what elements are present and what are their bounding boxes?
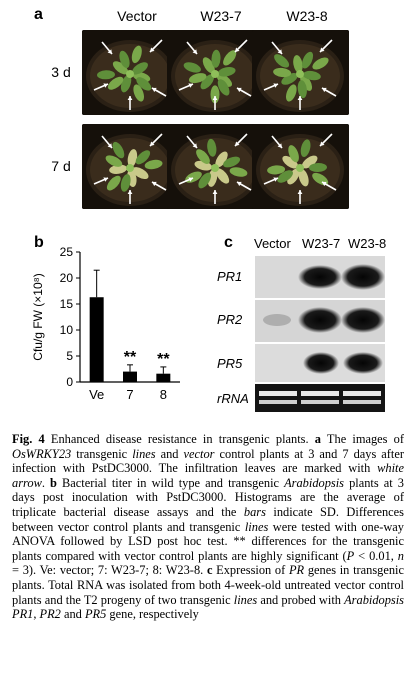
y-axis-label: Cfu/g FW (×10⁸) [31, 273, 45, 360]
caption-italic-term: n [397, 548, 404, 563]
caption-text: , [33, 607, 40, 622]
caption-gene-name: OsWRKY23 [12, 446, 72, 461]
plant-photo-w23-7-7d [167, 124, 264, 209]
caption-italic-term: white arrow [12, 461, 404, 490]
lane-label-w23-7: W23-7 [302, 236, 341, 251]
gene-label-pr2: PR2 [217, 312, 243, 327]
caption-text: and probed with [257, 592, 345, 607]
northern-blot-pr1 [255, 256, 385, 298]
row-label-3d: 3 d [51, 64, 71, 80]
caption-text: genes in transgenic plants. Total RNA wa… [12, 563, 404, 607]
caption-text: plants at 3 days post inoculation with P… [12, 475, 404, 519]
caption-text: = 3). Ve: vector; 7: W23-7; 8: W23-8. [12, 563, 207, 578]
y-tick-label: 10 [60, 323, 74, 337]
caption-panel-ref-a: a [314, 432, 321, 446]
x-tick-label: 7 [126, 387, 133, 402]
significance-mark: ** [124, 349, 137, 366]
plant-photo-w23-8-3d [252, 30, 349, 115]
caption-italic-term: P [346, 548, 355, 563]
y-tick-label: 0 [66, 375, 73, 389]
caption-text: indicate SD. Differences between vector … [12, 504, 404, 534]
caption-text: Enhanced disease resistance in transgeni… [44, 432, 315, 446]
panel-b-letter: b [34, 234, 44, 251]
column-label-vector: Vector [117, 8, 157, 24]
lane-label-w23-8: W23-8 [348, 236, 387, 251]
caption-text: Expression of [212, 563, 289, 578]
y-tick-label: 25 [60, 245, 74, 259]
caption-text: < 0.01, [354, 548, 398, 563]
gene-label-rrna: rRNA [217, 391, 249, 406]
caption-panel-ref-c: c [206, 563, 213, 578]
y-tick-label: 15 [60, 297, 74, 311]
plant-photo-vector-7d [82, 124, 179, 209]
figure-number: Fig. 4 [12, 432, 45, 446]
caption-italic-term: PR5 [84, 607, 107, 622]
bar-7 [123, 371, 137, 382]
plant-photo-w23-8-7d [252, 124, 349, 209]
caption-italic-term: Arabidopsis [284, 475, 344, 490]
row-label-7d: 7 d [51, 158, 71, 174]
plant-photo-vector-3d [82, 30, 179, 115]
column-label-w23-7: W23-7 [200, 8, 242, 24]
caption-text: Bacterial titer in wild type and transge… [56, 475, 285, 490]
figure-panel-a: a Vector W23-7 W23-8 3 d 7 d [0, 0, 412, 232]
caption-text: gene, respectively [106, 607, 199, 622]
caption-italic-term: PR [288, 563, 305, 578]
bar-8 [156, 373, 171, 382]
figure-caption: Fig. 4 Enhanced disease resistance in tr… [12, 432, 404, 622]
caption-text: . [41, 475, 51, 490]
caption-text: The images of [320, 432, 404, 446]
figure-panel-b: b 0 5 10 15 20 25 Cfu/g FW (×10⁸) Ve 7 ** 8 ** [0, 232, 200, 412]
bar-Ve [89, 297, 104, 382]
panel-a-letter: a [34, 6, 43, 23]
caption-italic-term: lines [233, 592, 258, 607]
y-tick-label: 5 [66, 349, 73, 363]
caption-italic-term: bars [243, 504, 266, 519]
caption-italic-term: lines [244, 519, 269, 534]
gene-label-pr5: PR5 [217, 356, 243, 371]
figure-panel-c: c Vector W23-7 W23-8 PR1 PR2 PR5 rRNA [200, 232, 412, 412]
gene-label-pr1: PR1 [217, 269, 243, 284]
caption-italic-term: vector [183, 446, 215, 461]
y-tick-label: 20 [60, 271, 74, 285]
x-tick-label: 8 [160, 387, 167, 402]
caption-text: and [155, 446, 184, 461]
caption-italic-term: PR2 [39, 607, 61, 622]
caption-text: control plants at 3 and 7 days after inf… [12, 446, 404, 476]
caption-panel-ref-b: b [50, 475, 57, 490]
significance-mark: ** [157, 351, 170, 368]
caption-text: transgenic [71, 446, 133, 461]
caption-italic-term: Arabidopsis PR1 [12, 592, 405, 622]
northern-blot-rrna [255, 384, 385, 412]
northern-blot-pr5 [255, 344, 385, 382]
caption-italic-term: lines [132, 446, 156, 461]
column-label-w23-8: W23-8 [286, 8, 328, 24]
panel-c-letter: c [224, 234, 233, 251]
plant-photo-w23-7-3d [167, 30, 264, 115]
caption-text: were tested with one-way ANOVA followed … [12, 519, 405, 563]
lane-label-vector: Vector [254, 236, 291, 251]
caption-text: and [60, 607, 85, 622]
x-tick-label: Ve [89, 387, 104, 402]
northern-blot-pr2 [255, 300, 385, 342]
